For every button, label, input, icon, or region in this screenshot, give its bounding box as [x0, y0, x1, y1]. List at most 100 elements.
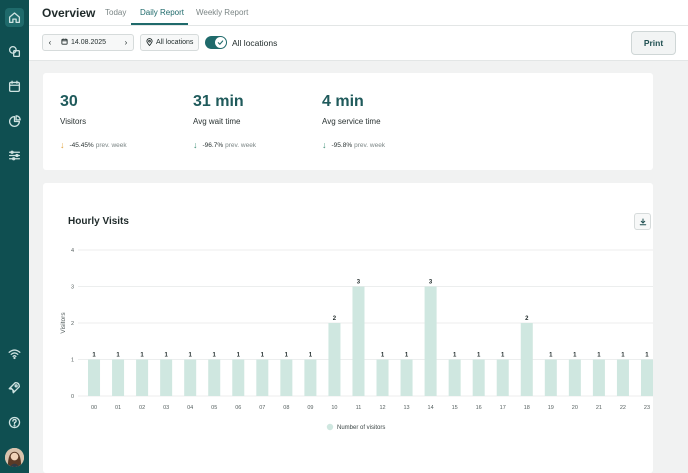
x-tick-label: 12: [379, 405, 385, 411]
legend-swatch: [326, 423, 334, 431]
y-tick-label: 1: [71, 358, 74, 364]
pie-chart-icon[interactable]: [5, 112, 24, 131]
stat-label: Avg service time: [322, 117, 381, 126]
data-label: 2: [333, 316, 337, 322]
x-tick-label: 18: [524, 405, 530, 411]
x-tick-label: 02: [139, 405, 145, 411]
avatar[interactable]: [5, 448, 24, 467]
x-tick-label: 13: [404, 405, 410, 411]
data-label: 2: [525, 316, 529, 322]
y-axis-label: Visitors: [60, 312, 67, 334]
stat-value: 4 min: [322, 93, 364, 110]
bar: [568, 359, 581, 396]
x-tick-label: 23: [644, 405, 650, 411]
arrow-down-icon: ↓: [60, 140, 65, 150]
bar: [280, 359, 293, 396]
bar: [640, 359, 653, 396]
filter-bar: ‹ 14.08.2025 › All locations All locatio…: [29, 26, 688, 61]
bar: [112, 359, 125, 396]
all-locations-toggle[interactable]: [205, 36, 227, 49]
data-label: 1: [381, 353, 385, 359]
data-label: 1: [621, 353, 625, 359]
print-button[interactable]: Print: [631, 31, 676, 55]
data-label: 1: [116, 353, 120, 359]
date-value[interactable]: 14.08.2025: [71, 39, 107, 46]
bar: [592, 359, 605, 396]
help-icon[interactable]: [5, 413, 24, 432]
arrow-down-icon: ↓: [193, 140, 198, 150]
x-tick-label: 00: [91, 405, 97, 411]
data-label: 1: [573, 353, 577, 359]
download-icon: [639, 218, 646, 225]
stat-change: ↓ -95.8% prev. week: [322, 140, 385, 150]
tab-daily-report[interactable]: Daily Report: [140, 8, 185, 17]
stat-change-value: -96.7%: [202, 141, 224, 149]
x-tick-label: 16: [476, 405, 482, 411]
x-tick-label: 01: [115, 405, 121, 411]
data-label: 1: [92, 353, 96, 359]
bar: [448, 359, 461, 396]
x-tick-label: 14: [428, 405, 434, 411]
data-label: 1: [501, 353, 505, 359]
download-button[interactable]: [634, 213, 651, 230]
y-tick-label: 0: [71, 394, 74, 400]
stat-label: Avg wait time: [193, 117, 241, 126]
home-icon[interactable]: [5, 8, 24, 27]
bar: [160, 359, 173, 396]
bar: [616, 359, 629, 396]
bar: [520, 323, 533, 396]
x-tick-label: 06: [235, 405, 241, 411]
x-tick-label: 03: [163, 405, 169, 411]
map-pin-icon: [146, 37, 153, 48]
stat-avg-wait-time: 31 min Avg wait time ↓ -96.7% prev. week: [193, 93, 256, 150]
x-tick-label: 17: [500, 405, 506, 411]
bar: [424, 286, 437, 396]
x-tick-label: 07: [259, 405, 265, 411]
x-tick-label: 15: [452, 405, 458, 411]
stat-change-suffix: prev. week: [354, 141, 386, 149]
tab-weekly-report[interactable]: Weekly Report: [196, 8, 249, 17]
stat-change: ↓ -45.45% prev. week: [60, 140, 127, 150]
calendar-icon[interactable]: [5, 77, 24, 96]
data-label: 1: [477, 353, 481, 359]
bar: [88, 359, 101, 396]
y-tick-label: 4: [71, 248, 74, 254]
data-label: 1: [549, 353, 553, 359]
rocket-icon[interactable]: [5, 378, 24, 397]
data-label: 3: [429, 280, 433, 286]
x-tick-label: 09: [307, 405, 313, 411]
stat-change-value: -45.45%: [69, 141, 94, 149]
y-tick-label: 3: [71, 285, 74, 291]
data-label: 1: [213, 353, 217, 359]
active-tab-indicator: [131, 23, 188, 25]
stat-visitors: 30 Visitors ↓ -45.45% prev. week: [60, 93, 127, 150]
stat-avg-service-time: 4 min Avg service time ↓ -95.8% prev. we…: [322, 93, 385, 150]
stat-change-suffix: prev. week: [95, 141, 127, 149]
bar: [496, 359, 509, 396]
x-tick-label: 08: [283, 405, 289, 411]
data-label: 1: [453, 353, 457, 359]
bar: [544, 359, 557, 396]
bar: [304, 359, 317, 396]
bar: [256, 359, 269, 396]
calendar-icon: [61, 38, 68, 47]
bar: [184, 359, 197, 396]
data-label: 1: [261, 353, 265, 359]
previous-day-button[interactable]: ‹: [48, 38, 52, 47]
data-label: 1: [164, 353, 168, 359]
sliders-icon[interactable]: [5, 146, 24, 165]
x-tick-label: 20: [572, 405, 578, 411]
stat-value: 31 min: [193, 93, 244, 110]
legend-label: Number of visitors: [337, 425, 385, 431]
wifi-icon[interactable]: [5, 344, 24, 363]
page-title: Overview: [42, 6, 96, 20]
next-day-button[interactable]: ›: [124, 38, 128, 47]
bar: [400, 359, 413, 396]
bar: [472, 359, 485, 396]
date-picker: ‹ 14.08.2025 ›: [42, 34, 134, 51]
shapes-icon[interactable]: [5, 42, 24, 61]
bar: [376, 359, 389, 396]
tab-today[interactable]: Today: [105, 8, 127, 17]
location-filter-button[interactable]: All locations: [140, 34, 199, 51]
summary-stats-card: 30 Visitors ↓ -45.45% prev. week 31 min …: [43, 73, 653, 170]
